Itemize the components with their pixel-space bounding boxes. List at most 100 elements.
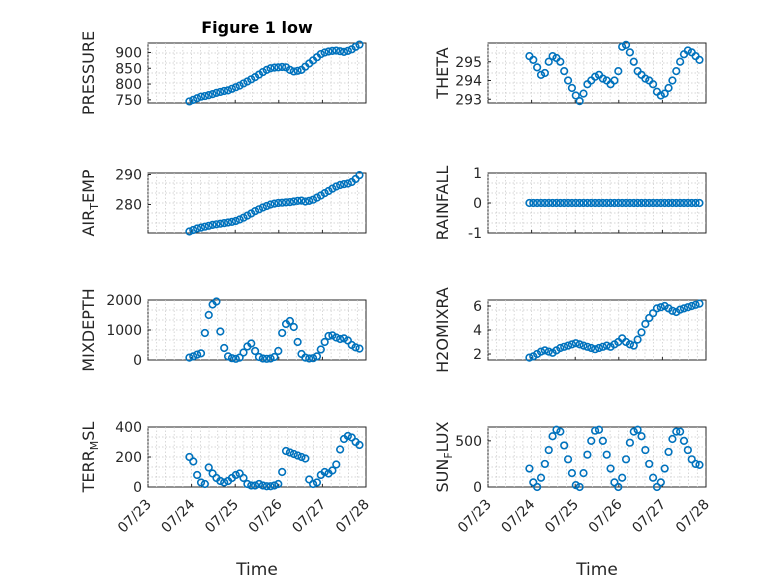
- data-point: [621, 40, 631, 49]
- grid-lines: [147, 43, 366, 103]
- data-point: [540, 346, 549, 355]
- series-markers: [185, 431, 364, 491]
- x-axis-label: Time: [575, 560, 618, 580]
- data-point: [533, 482, 542, 492]
- data-point: [278, 198, 287, 207]
- data-point: [544, 445, 553, 455]
- data-point: [293, 196, 302, 205]
- y-axis-label: MIXDEPTH: [79, 288, 98, 371]
- y-axis-label-main: PRESSURE: [79, 31, 98, 115]
- data-point: [672, 67, 681, 76]
- data-point: [254, 205, 264, 214]
- series-markers: [185, 40, 364, 106]
- data-point: [285, 448, 294, 457]
- data-point: [220, 86, 229, 96]
- x-tick-label: 07/25: [542, 497, 582, 537]
- data-point: [212, 220, 221, 229]
- data-point: [560, 198, 569, 208]
- x-tick-label: 07/23: [455, 497, 495, 537]
- x-tick-label: 07/24: [159, 496, 199, 536]
- data-point: [185, 97, 194, 106]
- data-point: [625, 438, 634, 447]
- y-axis-label-subscript: T: [88, 203, 101, 211]
- data-point: [544, 347, 553, 356]
- y-axis-label-main: THETA: [433, 47, 452, 99]
- y-tick-label: 4: [473, 323, 482, 339]
- data-point: [679, 198, 689, 208]
- data-point: [328, 46, 337, 55]
- data-point: [579, 469, 588, 478]
- data-point: [266, 200, 275, 209]
- y-tick-label: -1: [468, 226, 482, 242]
- y-tick-label: 0: [473, 196, 482, 212]
- x-tick-label: 07/28: [673, 497, 713, 537]
- data-point: [560, 441, 569, 450]
- data-point: [591, 345, 600, 354]
- data-point: [529, 198, 538, 208]
- data-point: [343, 179, 352, 188]
- y-tick-label: 0: [133, 353, 142, 369]
- data-point: [216, 476, 225, 486]
- data-point: [571, 339, 580, 348]
- data-point: [602, 198, 611, 208]
- data-point: [336, 445, 345, 454]
- data-point: [262, 201, 271, 211]
- grid-lines: [147, 427, 366, 487]
- data-point: [247, 339, 256, 348]
- data-point: [668, 306, 677, 315]
- data-point: [254, 479, 264, 489]
- y-axis-label-main: TERR: [79, 450, 98, 493]
- data-point: [239, 79, 248, 88]
- data-point: [274, 198, 283, 208]
- data-point: [645, 198, 654, 208]
- y-tick-label: 2000: [106, 293, 142, 309]
- data-point: [656, 303, 665, 312]
- grid-lines: [487, 173, 706, 233]
- data-point: [695, 55, 704, 64]
- data-point: [270, 352, 279, 362]
- data-point: [196, 478, 206, 487]
- data-point: [289, 67, 298, 76]
- data-point: [301, 454, 310, 463]
- data-point: [343, 431, 352, 441]
- data-point: [660, 464, 669, 473]
- data-point: [185, 353, 194, 362]
- data-point: [216, 87, 225, 97]
- data-point: [676, 57, 685, 66]
- data-point: [243, 479, 252, 489]
- data-point: [641, 198, 650, 208]
- data-point: [548, 432, 557, 441]
- data-point: [270, 63, 279, 72]
- data-point: [668, 198, 677, 208]
- data-point: [548, 198, 557, 208]
- data-point: [598, 342, 607, 351]
- data-point: [266, 64, 275, 73]
- data-point: [258, 203, 267, 212]
- subplot-sun: 07/23 07/24 07/25 07/26 07/27 07/28 0 500SUNFLU…: [433, 421, 713, 580]
- data-point: [563, 455, 573, 464]
- data-point: [660, 89, 669, 98]
- data-point: [633, 425, 642, 434]
- y-axis-label-main: MIXDEPTH: [79, 288, 98, 371]
- data-point: [285, 198, 294, 207]
- data-point: [251, 346, 260, 356]
- y-axis-label-suffix: LUX: [433, 421, 452, 452]
- data-point: [231, 354, 240, 363]
- data-point: [583, 342, 592, 351]
- data-point: [355, 171, 364, 180]
- data-point: [297, 196, 306, 205]
- data-point: [227, 217, 237, 226]
- data-point: [591, 426, 600, 435]
- data-point: [220, 219, 229, 228]
- data-point: [312, 352, 322, 361]
- data-point: [648, 80, 658, 89]
- data-point: [266, 354, 275, 363]
- data-point: [556, 57, 565, 66]
- data-point: [625, 198, 634, 208]
- data-point: [200, 222, 209, 231]
- y-axis-label: TERRMSL: [79, 422, 101, 494]
- data-point: [536, 70, 546, 79]
- y-axis-label-main: AIR: [79, 210, 98, 237]
- data-point: [567, 340, 577, 349]
